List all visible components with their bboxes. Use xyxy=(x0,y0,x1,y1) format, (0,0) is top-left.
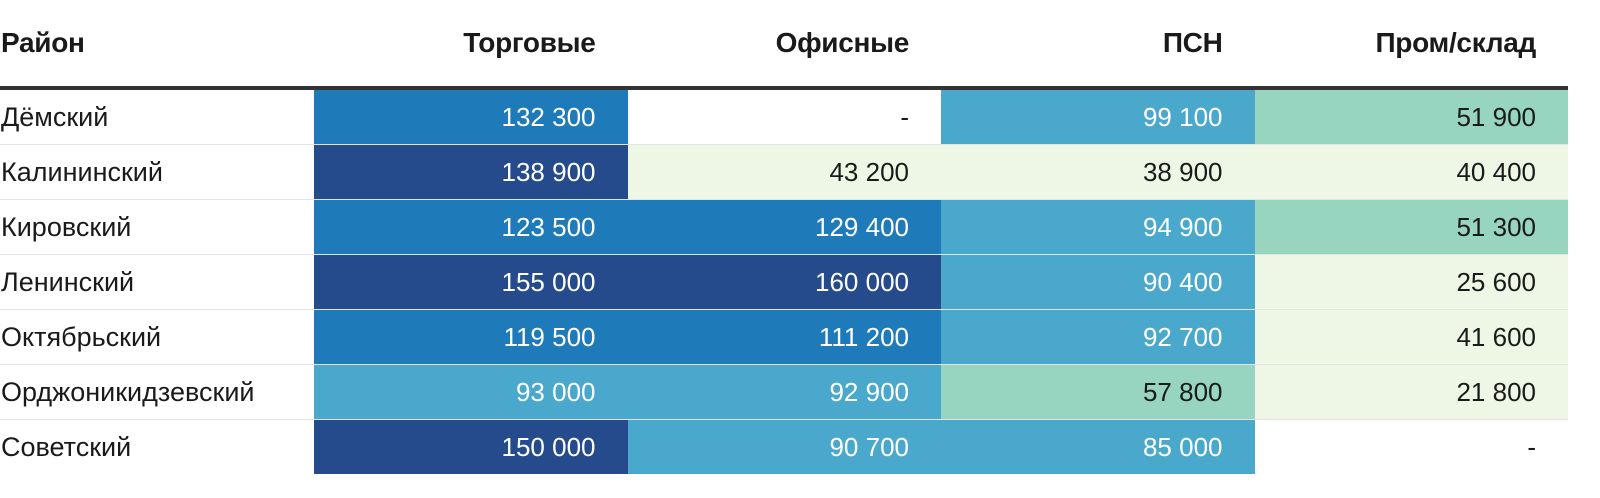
heatmap-cell: 43 200 xyxy=(627,144,941,200)
district-name-cell: Орджоникидзевский xyxy=(0,364,314,420)
heatmap-cell: 93 000 xyxy=(314,364,628,420)
heatmap-cell: 119 500 xyxy=(314,309,628,365)
district-name-cell: Калининский xyxy=(0,144,314,200)
heatmap-cell: 51 300 xyxy=(1254,199,1568,255)
district-name-cell: Дёмский xyxy=(0,88,314,145)
heatmap-cell: 25 600 xyxy=(1254,254,1568,310)
column-header-district[interactable]: Район xyxy=(0,0,314,90)
column-header-psn[interactable]: ПСН xyxy=(941,0,1255,90)
heatmap-cell: 51 900 xyxy=(1254,88,1568,145)
heatmap-cell: 40 400 xyxy=(1254,144,1568,200)
table-row: Кировский 123 500 129 400 94 900 51 300 xyxy=(0,199,1568,255)
heatmap-cell: 38 900 xyxy=(941,144,1255,200)
district-name-cell: Ленинский xyxy=(0,254,314,310)
heatmap-table: Район Торговые Офисные ПСН Пром/склад Дё… xyxy=(0,0,1568,474)
heatmap-cell: 123 500 xyxy=(314,199,628,255)
heatmap-cell: - xyxy=(627,88,941,145)
heatmap-cell: 21 800 xyxy=(1254,364,1568,420)
heatmap-cell: 111 200 xyxy=(627,309,941,365)
table-row: Орджоникидзевский 93 000 92 900 57 800 21 80… xyxy=(0,364,1568,420)
heatmap-cell: 41 600 xyxy=(1254,309,1568,365)
heatmap-cell: 138 900 xyxy=(314,144,628,200)
district-name-cell: Кировский xyxy=(0,199,314,255)
district-name-cell: Советский xyxy=(0,419,314,474)
heatmap-table-container: Район Торговые Офисные ПСН Пром/склад Дё… xyxy=(0,0,1568,474)
heatmap-cell: 92 700 xyxy=(941,309,1255,365)
heatmap-cell: - xyxy=(1254,419,1568,474)
heatmap-cell: 90 700 xyxy=(627,419,941,474)
header-row: Район Торговые Офисные ПСН Пром/склад xyxy=(0,0,1568,90)
heatmap-cell: 155 000 xyxy=(314,254,628,310)
heatmap-cell: 132 300 xyxy=(314,88,628,145)
column-header-industrial-warehouse[interactable]: Пром/склад xyxy=(1254,0,1568,90)
table-row: Калининский 138 900 43 200 38 900 40 400 xyxy=(0,144,1568,200)
heatmap-cell: 99 100 xyxy=(941,88,1255,145)
heatmap-cell: 129 400 xyxy=(627,199,941,255)
column-header-retail[interactable]: Торговые xyxy=(314,0,628,90)
heatmap-cell: 160 000 xyxy=(627,254,941,310)
table-row: Советский 150 000 90 700 85 000- xyxy=(0,419,1568,474)
heatmap-cell: 150 000 xyxy=(314,419,628,474)
heatmap-cell: 85 000 xyxy=(941,419,1255,474)
heatmap-cell: 92 900 xyxy=(627,364,941,420)
heatmap-cell: 94 900 xyxy=(941,199,1255,255)
table-row: Октябрьский 119 500 111 200 92 700 41 600 xyxy=(0,309,1568,365)
table-row: Ленинский 155 000 160 000 90 400 25 600 xyxy=(0,254,1568,310)
table-body: Дёмский 132 300-99 100 51 900 Калининский 13… xyxy=(0,88,1568,474)
table-row: Дёмский 132 300-99 100 51 900 xyxy=(0,88,1568,145)
column-header-office[interactable]: Офисные xyxy=(627,0,941,90)
heatmap-cell: 57 800 xyxy=(941,364,1255,420)
heatmap-cell: 90 400 xyxy=(941,254,1255,310)
district-name-cell: Октябрьский xyxy=(0,309,314,365)
